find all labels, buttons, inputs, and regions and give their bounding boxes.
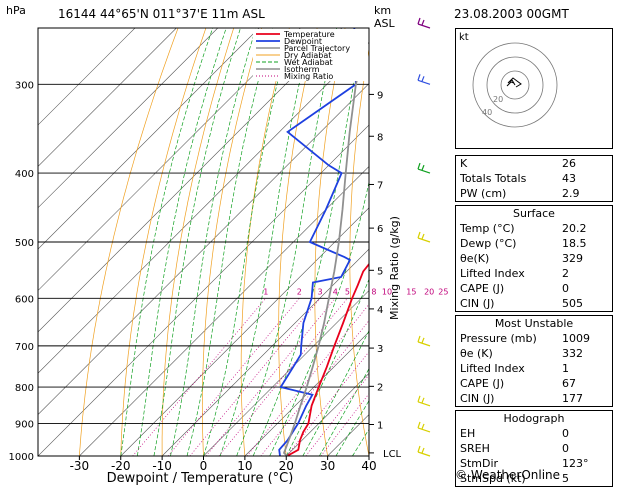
wind-barb bbox=[422, 165, 424, 170]
station-title: 16144 44°65'N 011°37'E 11m ASL bbox=[58, 7, 265, 21]
height-tick-label: 4 bbox=[377, 305, 383, 316]
pressure-tick-label: 300 bbox=[15, 80, 34, 91]
x-axis-label: Dewpoint / Temperature (°C) bbox=[107, 471, 294, 486]
height-tick-label: 5 bbox=[377, 266, 383, 277]
surface-row: θe(K)329 bbox=[456, 251, 612, 266]
pressure-tick-label: 1000 bbox=[9, 452, 34, 463]
mixing-ratio-line bbox=[321, 298, 444, 456]
mu-row: θe (K)332 bbox=[456, 346, 612, 361]
wind-barb bbox=[418, 18, 420, 24]
wind-barb bbox=[418, 232, 420, 238]
mixing-ratio-label: 3 bbox=[318, 287, 323, 296]
height-tick-label: 3 bbox=[377, 344, 383, 355]
mixing-ratio-label: 1 bbox=[263, 287, 268, 296]
wind-barb bbox=[418, 428, 430, 432]
mixing-ratio-label: 20 bbox=[424, 287, 434, 296]
wind-barb bbox=[422, 234, 424, 239]
surface-title: Surface bbox=[456, 206, 612, 221]
pressure-tick-label: 700 bbox=[15, 342, 34, 353]
temperature-tick-label: 30 bbox=[320, 459, 335, 473]
isobars bbox=[38, 84, 369, 456]
mixing-ratio-label: 5 bbox=[345, 287, 350, 296]
wind-barb bbox=[418, 446, 420, 452]
wind-barb bbox=[418, 336, 420, 342]
series-line-parcel-trajectory bbox=[284, 52, 364, 456]
surface-row: CIN (J)505 bbox=[456, 296, 612, 311]
pressure-tick-label: 600 bbox=[15, 294, 34, 305]
km-label: km bbox=[374, 4, 391, 17]
dry-adiabat-line bbox=[623, 28, 629, 456]
pressure-tick-label: 400 bbox=[15, 169, 34, 180]
height-tick-label: 9 bbox=[377, 90, 383, 101]
pressure-tick-label: 900 bbox=[15, 419, 34, 430]
mixing-ratio-label: 25 bbox=[438, 287, 448, 296]
wind-barb bbox=[418, 238, 430, 242]
temperature-tick-label: 40 bbox=[361, 459, 376, 473]
index-row-pw: PW (cm)2.9 bbox=[456, 186, 612, 201]
height-tick-label: 6 bbox=[377, 224, 383, 235]
surface-row: Dewp (°C)18.5 bbox=[456, 236, 612, 251]
mu-row: Pressure (mb)1009 bbox=[456, 331, 612, 346]
most-unstable-box: Most Unstable Pressure (mb)1009 θe (K)33… bbox=[455, 315, 613, 407]
wind-barb bbox=[418, 24, 430, 28]
height-tick-label: LCL bbox=[383, 449, 402, 460]
copyright: © WeatherOnline bbox=[455, 468, 560, 482]
most-unstable-title: Most Unstable bbox=[456, 316, 612, 331]
pressure-tick-label: 500 bbox=[15, 238, 34, 249]
wind-barb bbox=[422, 20, 424, 25]
wind-barb bbox=[418, 80, 430, 84]
mixing-ratio-label: 8 bbox=[371, 287, 376, 296]
legend-label: Mixing Ratio bbox=[284, 72, 333, 81]
mixing-ratio-label: 15 bbox=[406, 287, 416, 296]
hodograph-plot: kt 20 40 bbox=[455, 28, 613, 149]
hodo-kt-label: kt bbox=[459, 32, 469, 43]
wind-barb bbox=[418, 422, 420, 428]
hpa-label: hPa bbox=[6, 4, 26, 17]
hodo-ring-40: 40 bbox=[482, 108, 492, 117]
wind-barb bbox=[418, 74, 420, 80]
asl-label: ASL bbox=[374, 17, 396, 30]
surface-row: Temp (°C)20.2 bbox=[456, 221, 612, 236]
hodograph-title: Hodograph bbox=[456, 411, 612, 426]
height-tick-label: 7 bbox=[377, 180, 383, 191]
hodo-ring-20: 20 bbox=[493, 95, 503, 104]
wind-barb bbox=[422, 448, 424, 453]
dry-adiabat-line bbox=[417, 28, 452, 456]
height-tick-label: 1 bbox=[377, 420, 383, 431]
pressure-axis: 300 400 500 600 700 800 900 1000 bbox=[9, 80, 34, 463]
surface-row: CAPE (J)0 bbox=[456, 281, 612, 296]
wind-barb bbox=[418, 342, 430, 346]
mu-row: CAPE (J)67 bbox=[456, 376, 612, 391]
wind-barb bbox=[418, 169, 430, 173]
height-tick-label: 2 bbox=[377, 382, 383, 393]
surface-box: Surface Temp (°C)20.2 Dewp (°C)18.5 θe(K… bbox=[455, 205, 613, 312]
pressure-tick-label: 800 bbox=[15, 383, 34, 394]
wind-barb bbox=[418, 452, 430, 456]
wind-barb bbox=[418, 396, 420, 402]
height-tick-label: 8 bbox=[377, 132, 383, 143]
mixing-ratio-axis-label: Mixing Ratio (g/kg) bbox=[388, 216, 401, 320]
mu-row: CIN (J)177 bbox=[456, 391, 612, 406]
wind-barb bbox=[422, 424, 424, 429]
wind-barb bbox=[422, 338, 424, 343]
wind-barbs bbox=[418, 18, 430, 456]
date-title: 23.08.2003 00GMT bbox=[454, 7, 569, 21]
wind-barb bbox=[422, 398, 424, 403]
mixing-ratio-label: 2 bbox=[297, 287, 302, 296]
mixing-ratio-label: 4 bbox=[333, 287, 338, 296]
wind-barb bbox=[418, 402, 430, 406]
wind-barb bbox=[418, 163, 420, 169]
wind-barb bbox=[422, 76, 424, 81]
temperature-tick-label: -30 bbox=[70, 459, 90, 473]
